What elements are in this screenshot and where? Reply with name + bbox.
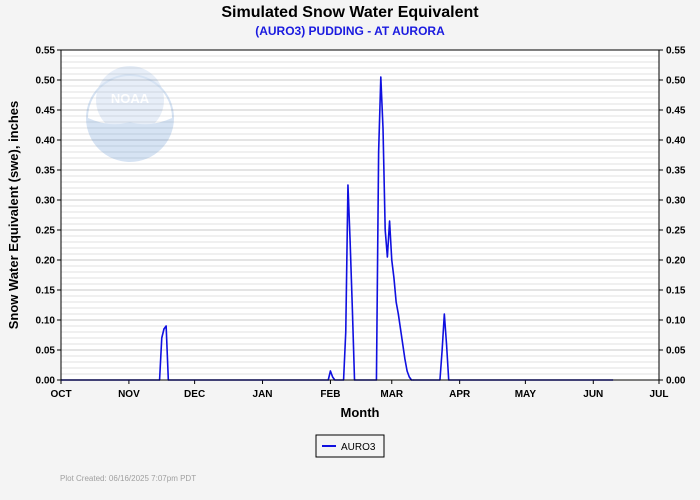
x-tick-label: MAR — [380, 389, 404, 400]
y-tick-label-left: 0.35 — [36, 166, 56, 177]
y-tick-label-left: 0.45 — [36, 106, 56, 117]
x-tick-label: FEB — [320, 389, 340, 400]
plot-frame — [60, 49, 660, 381]
y-tick-label-left: 0.00 — [36, 376, 56, 387]
y-tick-label-left: 0.25 — [36, 226, 56, 237]
data-point — [163, 328, 165, 330]
y-tick-label-left: 0.20 — [36, 256, 56, 267]
data-point — [443, 313, 445, 315]
y-tick-label-right: 0.55 — [666, 46, 686, 57]
chart-subtitle: (AURO3) PUDDING - AT AURORA — [255, 24, 445, 38]
y-tick-label-right: 0.50 — [666, 76, 686, 87]
y-tick-label-right: 0.45 — [666, 106, 686, 117]
legend-label: AURO3 — [341, 442, 376, 453]
logo-text: NOAA — [111, 91, 150, 106]
data-point — [404, 358, 406, 360]
y-tick-label-right: 0.35 — [666, 166, 686, 177]
y-tick-label-left: 0.40 — [36, 136, 56, 147]
chart-title: Simulated Snow Water Equivalent — [221, 4, 479, 21]
y-tick-label-left: 0.30 — [36, 196, 56, 207]
y-tick-label-left: 0.05 — [36, 346, 56, 357]
plot-created-footnote: Plot Created: 06/16/2025 7:07pm PDT — [60, 474, 196, 483]
x-tick-label: DEC — [184, 389, 205, 400]
x-tick-label: MAY — [515, 389, 537, 400]
axis-ticks: 0.00 0.00 0.05 0.05 0.10 0.10 0.15 0.15 0.20 0.20… — [36, 46, 686, 401]
data-point — [391, 259, 393, 261]
data-point — [388, 220, 391, 222]
y-tick-label-right: 0.30 — [666, 196, 686, 207]
data-point — [382, 127, 384, 129]
data-point — [332, 376, 334, 378]
data-point — [445, 343, 448, 345]
y-tick-label-right: 0.15 — [666, 286, 686, 297]
x-axis-title: Month — [341, 405, 380, 420]
x-tick-label: NOV — [118, 389, 140, 400]
y-tick-label-right: 0.40 — [666, 136, 686, 147]
data-point — [395, 301, 397, 303]
data-point — [347, 184, 349, 186]
data-point — [345, 331, 347, 333]
y-tick-label-left: 0.15 — [36, 286, 56, 297]
y-tick-label-left: 0.55 — [36, 46, 56, 57]
data-point — [397, 313, 399, 315]
data-point — [165, 325, 167, 327]
data-point — [349, 241, 351, 243]
data-point — [399, 328, 402, 330]
data-point — [384, 229, 386, 231]
y-tick-label-right: 0.05 — [666, 346, 686, 357]
x-tick-label: OCT — [50, 389, 71, 400]
y-tick-label-left: 0.10 — [36, 316, 56, 327]
y-tick-label-left: 0.50 — [36, 76, 56, 87]
y-tick-label-right: 0.10 — [666, 316, 686, 327]
data-point — [329, 370, 332, 372]
data-point — [393, 277, 395, 279]
data-point — [406, 370, 408, 372]
data-point — [408, 376, 410, 378]
plot-area — [61, 50, 659, 380]
noaa-logo: NOAA — [86, 66, 174, 162]
x-tick-label: APR — [449, 389, 471, 400]
x-tick-label: JUL — [650, 389, 669, 400]
x-tick-label: JUN — [583, 389, 603, 400]
y-axis-title: Snow Water Equivalent (swe), inches — [6, 101, 21, 330]
data-point — [351, 307, 353, 309]
y-tick-label-right: 0.25 — [666, 226, 686, 237]
data-point — [378, 151, 380, 153]
data-point — [441, 349, 443, 351]
x-tick-label: JAN — [253, 389, 273, 400]
data-point — [386, 256, 388, 258]
legend-box — [315, 434, 385, 458]
y-tick-label-right: 0.00 — [666, 376, 686, 387]
data-point — [380, 76, 382, 78]
data-point — [402, 343, 404, 345]
legend: AURO3 — [315, 434, 385, 458]
y-tick-label-right: 0.20 — [666, 256, 686, 267]
data-point — [161, 337, 163, 339]
